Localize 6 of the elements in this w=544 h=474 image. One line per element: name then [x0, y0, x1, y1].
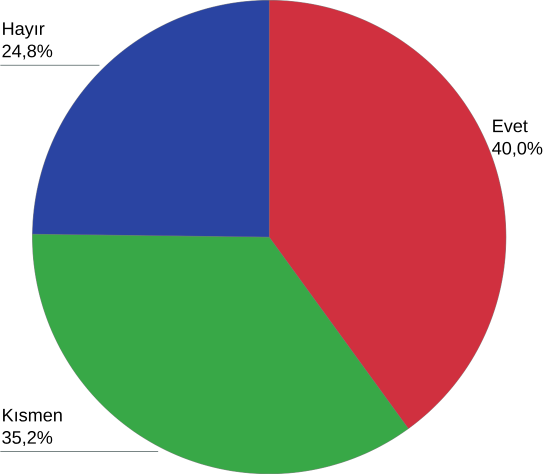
slice-label: Kısmen: [3, 408, 62, 422]
data-label: 35,2%: [2, 430, 52, 446]
slice-label: Evet: [493, 120, 528, 132]
data-label: 24,8%: [2, 44, 52, 60]
data-label: 40,0%: [492, 142, 542, 157]
slice-label: Hayır: [3, 22, 44, 39]
